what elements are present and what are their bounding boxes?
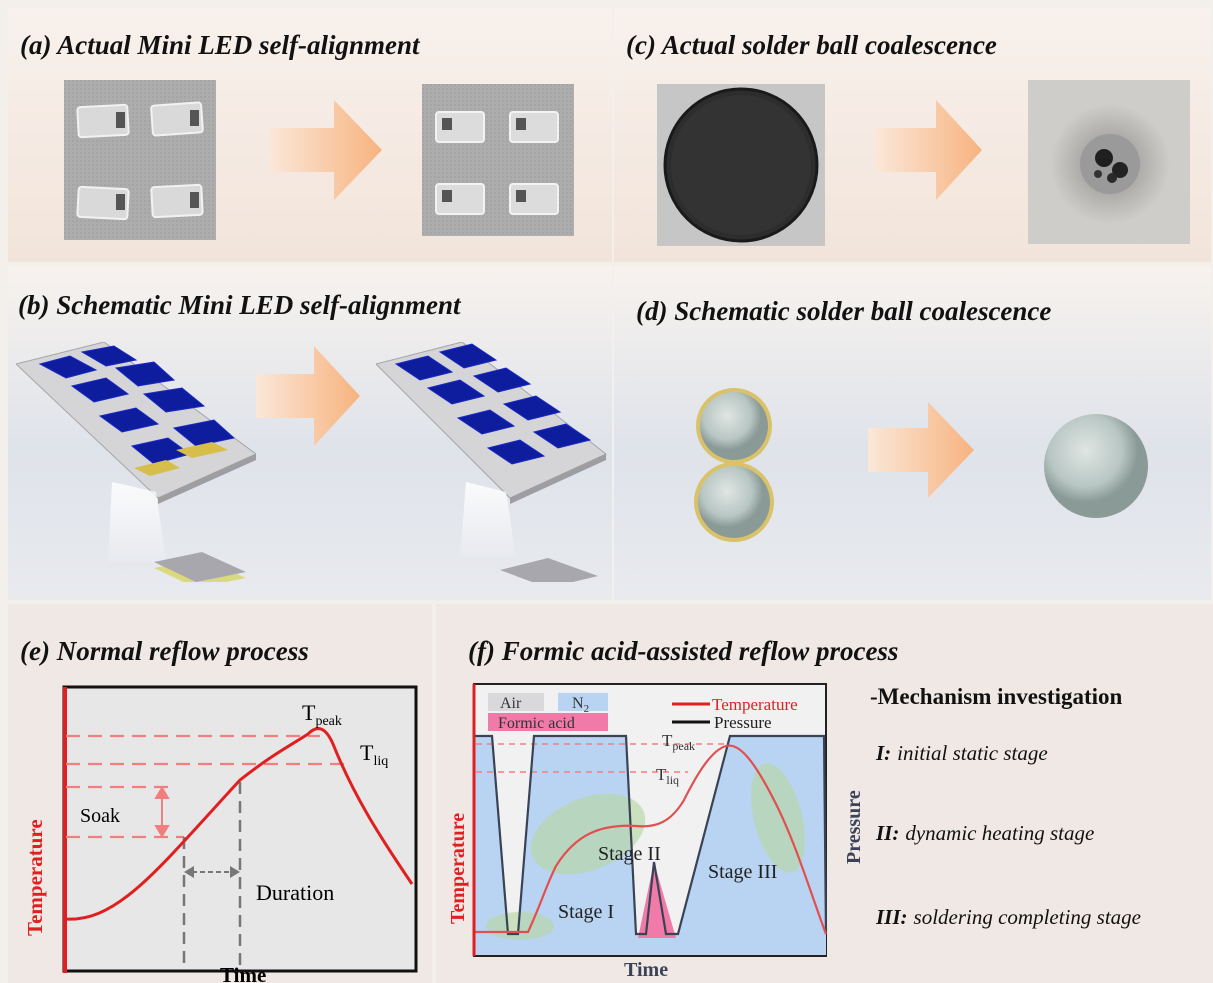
arrow-c: [876, 100, 986, 205]
normal-reflow-chart: Tpeak Tliq Soak Duration Temperature Tim…: [23, 685, 418, 983]
panel-e: (e) Normal reflow process: [8, 604, 432, 983]
panel-c: (c) Actual solder ball coalescence: [614, 8, 1211, 262]
soak-label: Soak: [80, 805, 120, 827]
t-liq-label: Tliq: [360, 740, 388, 769]
panel-c-title: (c) Actual solder ball coalescence: [626, 30, 997, 60]
led-photo-after: [422, 84, 574, 236]
e-x-axis-label: Time: [220, 963, 266, 983]
f-x-axis-label: Time: [624, 959, 668, 981]
formic-label: Formic acid: [498, 715, 575, 732]
mechanism-item-2: II: dynamic heating stage: [875, 821, 1094, 845]
led-photo-before: [64, 80, 216, 240]
panel-d: (d) Schematic solder ball coalescence: [614, 266, 1211, 600]
solder-balls-before: [694, 388, 774, 542]
f-t-peak-label: Tpeak: [662, 731, 695, 753]
temperature-curve-f: [475, 744, 828, 935]
mechanism-item-3: III: soldering completing stage: [875, 905, 1141, 929]
e-y-axis-label: Temperature: [23, 819, 47, 936]
panel-e-title: (e) Normal reflow process: [20, 636, 309, 666]
arrow-d: [868, 402, 978, 503]
arrow-a: [270, 100, 386, 205]
pressure-curve: [475, 734, 828, 936]
mechanism-item-1: I: initial static stage: [875, 741, 1048, 765]
formic-band: [488, 713, 608, 731]
legend-pressure-label: Pressure: [714, 713, 772, 732]
panel-a: (a) Actual Mini LED self-alignment: [8, 8, 612, 262]
solder-ball-after: [1044, 414, 1148, 518]
stage-one-label: Stage I: [558, 901, 614, 923]
stage-three-ellipse: [751, 763, 805, 873]
formic-reflow-chart: Air N2 Formic acid Temperature Pressure …: [447, 683, 1141, 981]
stage-two-label: Stage II: [598, 843, 661, 865]
f-y2-axis-label: Pressure: [843, 790, 865, 864]
t-peak-label: Tpeak: [302, 700, 342, 729]
air-band: [488, 693, 544, 711]
stage-three-label: Stage III: [708, 861, 777, 883]
pressure-fill: [475, 736, 826, 955]
air-label: Air: [500, 695, 522, 712]
panel-a-title: (a) Actual Mini LED self-alignment: [20, 30, 420, 60]
f-t-liq-label: Tliq: [656, 765, 679, 787]
schematic-led-after: [376, 342, 607, 582]
solder-photo-after: [1028, 80, 1190, 244]
n2-label: N2: [572, 695, 589, 715]
soak-arrow: [154, 786, 170, 838]
schematic-led-before: [16, 342, 256, 582]
n2-band: [558, 693, 608, 711]
panel-f-title: (f) Formic acid-assisted reflow process: [468, 636, 899, 666]
duration-label: Duration: [256, 880, 334, 905]
panel-b-title: (b) Schematic Mini LED self-alignment: [18, 290, 461, 320]
mechanism-heading: -Mechanism investigation: [870, 684, 1123, 709]
panel-b: (b) Schematic Mini LED self-alignment: [8, 266, 612, 600]
legend-temp-label: Temperature: [712, 695, 798, 714]
f-y-axis-label: Temperature: [447, 813, 469, 924]
panel-d-title: (d) Schematic solder ball coalescence: [636, 296, 1052, 326]
panel-f: (f) Formic acid-assisted reflow process …: [436, 604, 1213, 983]
temperature-curve: [65, 727, 414, 921]
solder-photo-before: [657, 84, 825, 246]
arrow-b: [256, 346, 364, 451]
